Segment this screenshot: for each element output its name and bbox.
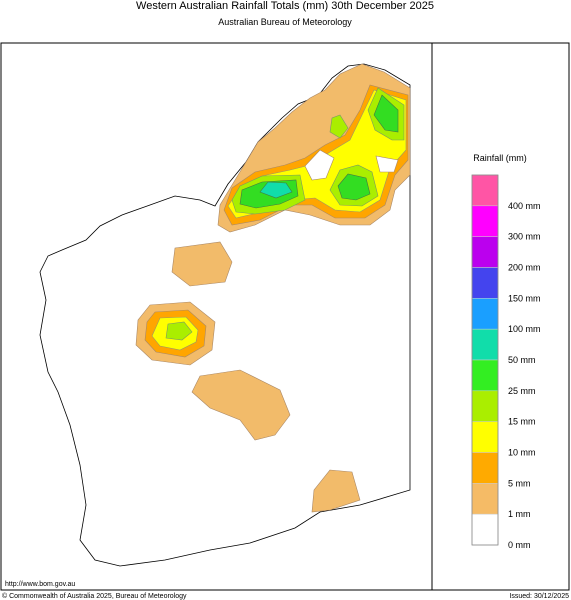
legend-label: 15 mm: [508, 417, 536, 427]
rain-area: [171, 241, 233, 287]
legend-label: 200 mm: [508, 263, 541, 273]
legend-swatch: [471, 483, 499, 515]
rain-area: [337, 173, 371, 201]
map: [39, 63, 411, 567]
legend-swatch: [471, 298, 499, 330]
legend-label: 150 mm: [508, 293, 541, 303]
legend-swatch: [471, 513, 499, 546]
rain-area: [329, 114, 349, 139]
legend-swatch: [471, 174, 499, 207]
legend-swatch: [471, 205, 499, 237]
legend-label: 10 mm: [508, 448, 536, 458]
dry-gap: [304, 149, 335, 181]
legend-label: 0 mm: [508, 540, 531, 550]
subtitle: Australian Bureau of Meteorology: [218, 17, 352, 27]
legend-swatch: [471, 328, 499, 361]
footer-copyright: © Commonwealth of Australia 2025, Bureau…: [2, 592, 187, 600]
dry-gap: [375, 155, 399, 173]
legend-label: 300 mm: [508, 232, 541, 242]
legend-title: Rainfall (mm): [473, 153, 527, 163]
rain-area: [165, 321, 193, 341]
footer-url: http://www.bom.gov.au: [5, 581, 75, 588]
legend-label: 100 mm: [508, 324, 541, 334]
legend-label: 5 mm: [508, 478, 531, 488]
legend-label: 400 mm: [508, 201, 541, 211]
rain-area: [311, 469, 361, 513]
rain-area: [191, 369, 291, 441]
legend-label: 25 mm: [508, 386, 536, 396]
legend: Rainfall (mm) 400 mm 300 mm 200 mm 150 mm 10…: [471, 153, 541, 550]
rain-area: [259, 181, 293, 199]
legend-border: [471, 174, 499, 546]
legend-label: 50 mm: [508, 355, 536, 365]
legend-swatch: [471, 236, 499, 268]
legend-swatch: [471, 452, 499, 484]
legend-label: 1 mm: [508, 509, 531, 519]
footer-issued: Issued: 30/12/2025: [509, 593, 569, 600]
legend-swatch: [471, 267, 499, 299]
rain-area: [373, 94, 399, 133]
legend-swatch: [471, 359, 499, 392]
legend-swatch: [471, 421, 499, 453]
legend-swatch: [471, 390, 499, 422]
frame: [0, 42, 570, 591]
title: Western Australian Rainfall Totals (mm) …: [136, 0, 434, 12]
